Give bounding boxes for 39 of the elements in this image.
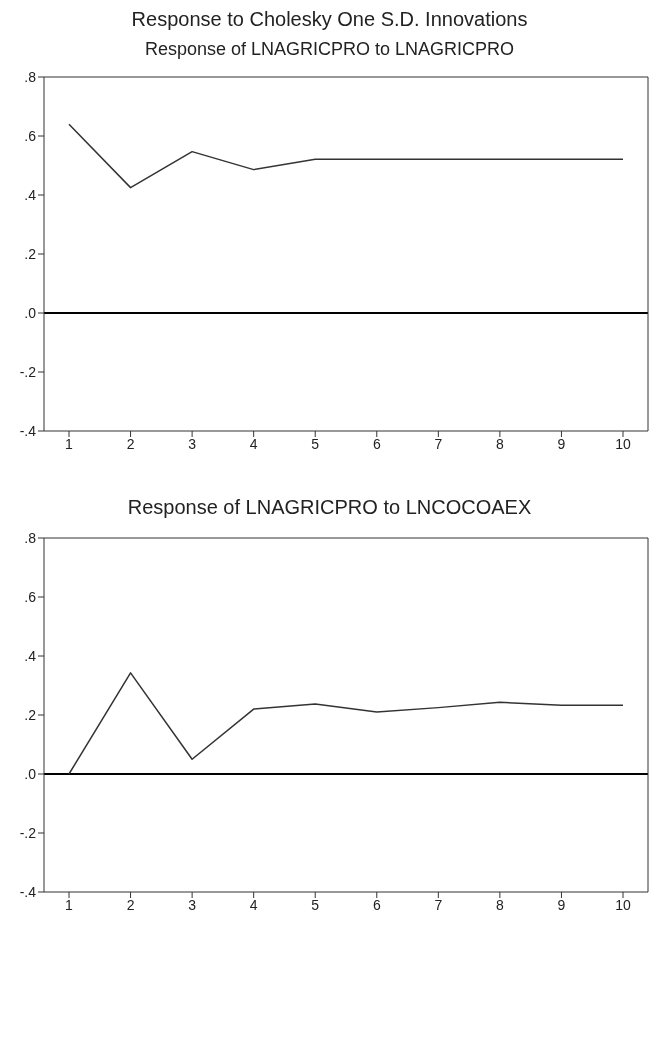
y-tick-label: .4	[24, 647, 37, 664]
y-tick-label: .2	[24, 706, 37, 723]
chart-subtitle: Response of LNAGRICPRO to LNAGRICPRO	[143, 39, 516, 60]
y-tick-label: .0	[24, 765, 37, 782]
x-tick-label: 1	[65, 896, 74, 913]
y-tick-label: .6	[24, 127, 37, 144]
chart-title: Response of LNAGRICPRO to LNCOCOAEX	[126, 496, 533, 519]
y-tick-label: .6	[24, 588, 37, 605]
chart-title: Response to Cholesky One S.D. Innovations	[130, 8, 529, 31]
x-tick-label: 10	[615, 435, 631, 452]
x-tick-label: 5	[311, 435, 320, 452]
x-tick-label: 6	[372, 435, 381, 452]
y-tick-label: .0	[24, 304, 37, 321]
y-tick-label: .8	[24, 529, 37, 546]
x-tick-label: 5	[311, 896, 320, 913]
x-tick-label: 9	[557, 896, 566, 913]
x-tick-label: 8	[495, 896, 504, 913]
y-tick-label: -.4	[19, 422, 37, 439]
x-tick-label: 4	[249, 435, 258, 452]
y-tick-label: .4	[24, 186, 37, 203]
x-tick-label: 4	[249, 896, 258, 913]
x-tick-label: 3	[188, 435, 197, 452]
line-series	[68, 672, 624, 775]
y-tick-label: -.2	[19, 363, 37, 380]
y-tick-label: .8	[24, 68, 37, 85]
x-tick-label: 9	[557, 435, 566, 452]
y-tick-label: -.4	[19, 883, 37, 900]
y-tick-label: -.2	[19, 824, 37, 841]
x-tick-label: 3	[188, 896, 197, 913]
x-tick-label: 10	[615, 896, 631, 913]
x-tick-label: 7	[434, 435, 443, 452]
x-tick-label: 8	[495, 435, 504, 452]
x-tick-label: 2	[126, 435, 135, 452]
y-tick-label: .2	[24, 245, 37, 262]
x-tick-label: 7	[434, 896, 443, 913]
line-series	[68, 123, 624, 189]
x-tick-label: 2	[126, 896, 135, 913]
x-tick-label: 6	[372, 896, 381, 913]
x-tick-label: 1	[65, 435, 74, 452]
